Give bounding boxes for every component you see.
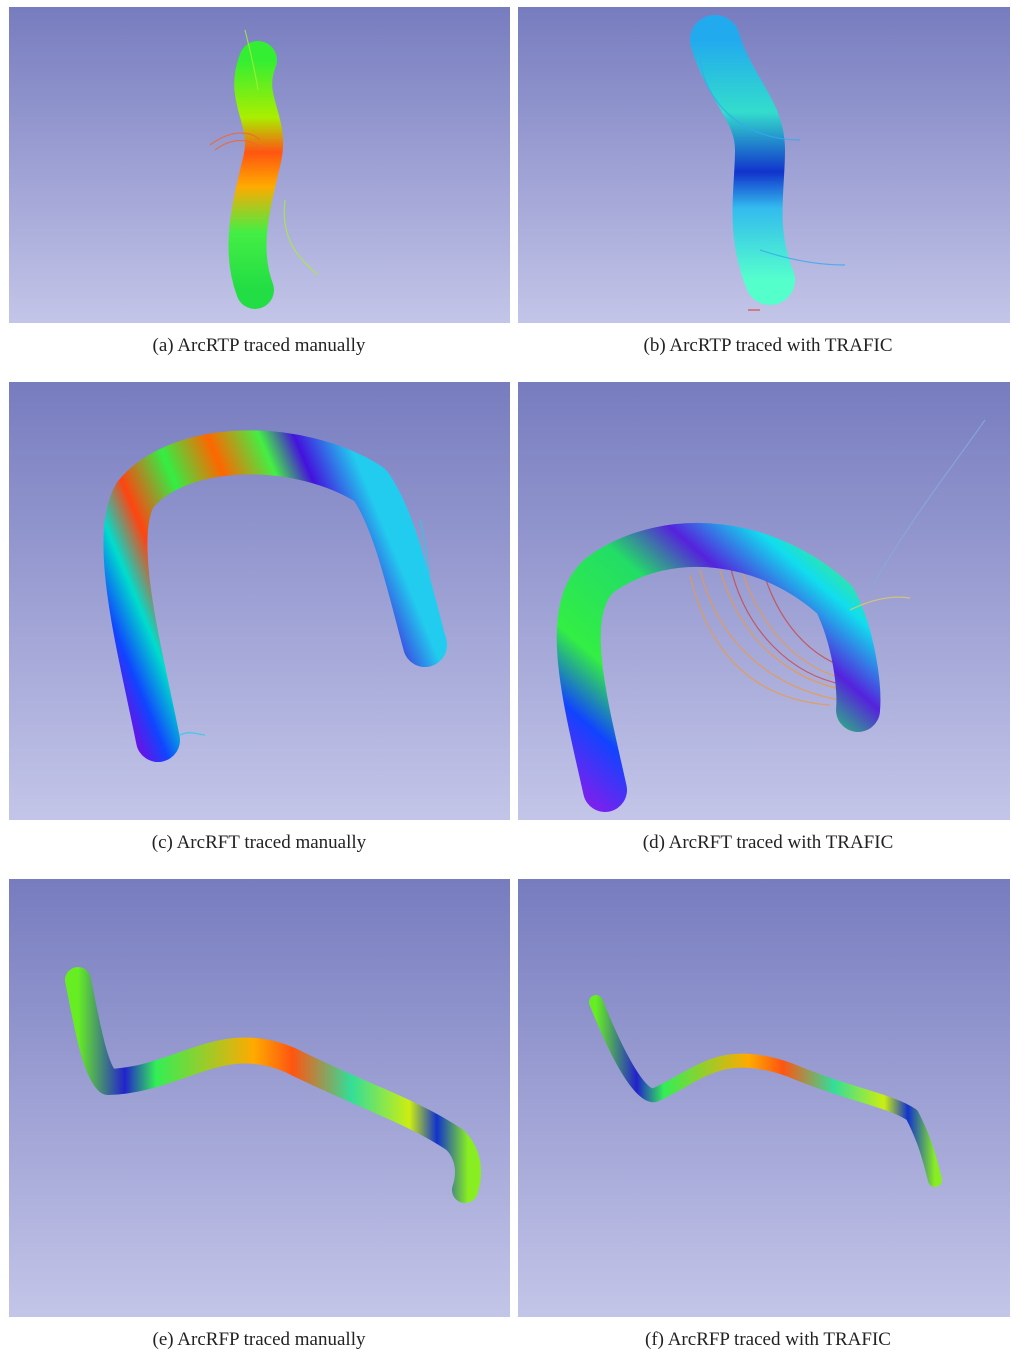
- panel-e: [9, 879, 510, 1317]
- caption: (a) ArcRTP traced manually: [153, 335, 366, 356]
- caption: (f) ArcRFP traced with TRAFIC: [645, 1329, 891, 1350]
- panel-f: [518, 879, 1010, 1317]
- caption: (e) ArcRFP traced manually: [153, 1329, 366, 1350]
- caption: (c) ArcRFT traced manually: [152, 832, 367, 853]
- caption: (b) ArcRTP traced with TRAFIC: [644, 335, 893, 356]
- figure: (a) ArcRTP traced manually (b) ArcRTP tr…: [0, 0, 1011, 1355]
- caption: (d) ArcRFT traced with TRAFIC: [643, 832, 894, 853]
